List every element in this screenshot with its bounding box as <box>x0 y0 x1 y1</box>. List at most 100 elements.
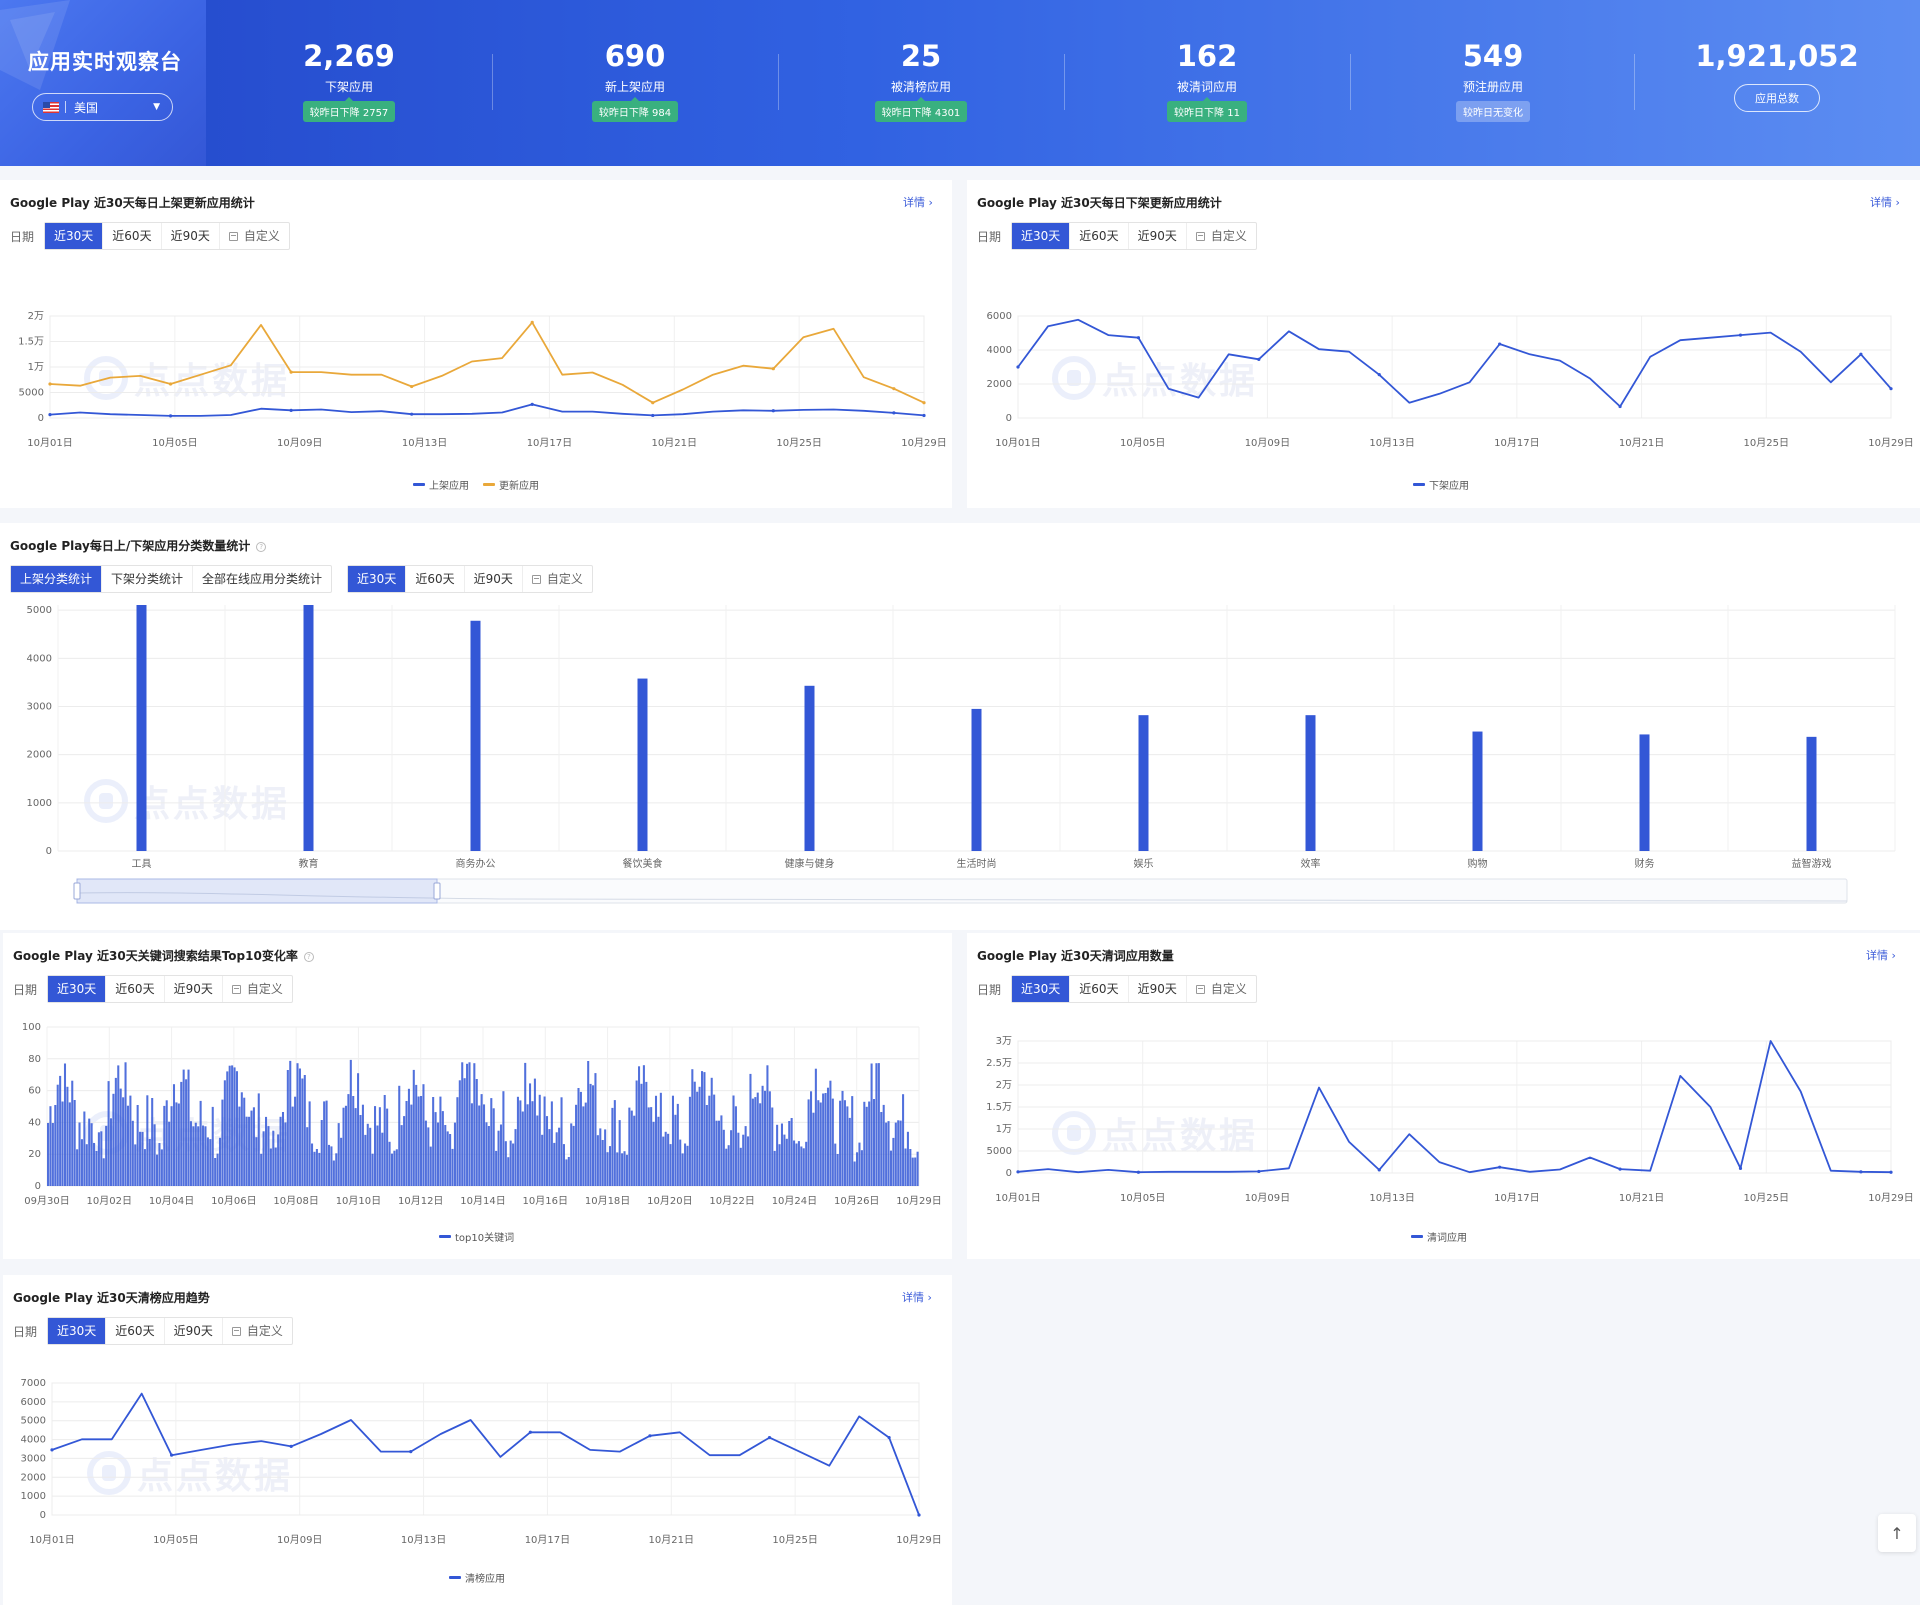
zoom-handle-left[interactable] <box>73 882 81 900</box>
category-tab[interactable]: 上架分类统计 <box>11 566 103 592</box>
stat-card: 690 新上架应用 较昨日下降 984 <box>492 38 778 122</box>
bar <box>785 1138 788 1186</box>
bar <box>480 1094 483 1186</box>
bar <box>671 1095 674 1186</box>
range-option[interactable]: 近30天 <box>48 1318 107 1344</box>
bar[interactable] <box>637 678 648 851</box>
bar[interactable] <box>1305 715 1316 851</box>
bar <box>734 1106 737 1186</box>
bar <box>112 1093 115 1186</box>
back-to-top-button[interactable]: ↑ <box>1878 1514 1916 1552</box>
total-apps-button[interactable]: 应用总数 <box>1734 84 1820 112</box>
detail-link[interactable]: 详情 › <box>1870 196 1900 209</box>
custom-range-button[interactable]: 自定义 <box>223 976 292 1002</box>
card-keyword-clear: Google Play 近30天清词应用数量 详情 › 日期 近30天 近60天近… <box>967 933 1920 1259</box>
help-icon[interactable]: ? <box>256 542 267 552</box>
range-option[interactable]: 近30天 <box>48 976 107 1002</box>
range-option[interactable]: 近60天 <box>406 566 465 592</box>
range-option[interactable]: 近90天 <box>165 976 223 1002</box>
detail-link[interactable]: 详情 › <box>903 196 933 209</box>
bar <box>909 1149 912 1186</box>
bar <box>628 1107 631 1186</box>
series-line <box>49 403 925 417</box>
bar <box>54 1105 57 1186</box>
stat-value: 2,269 <box>303 39 395 73</box>
range-option[interactable]: 近60天 <box>106 1318 165 1344</box>
data-point <box>1016 1170 1020 1174</box>
bar <box>509 1140 512 1186</box>
bar <box>836 1154 839 1186</box>
range-option[interactable]: 近90天 <box>1129 223 1187 249</box>
bar <box>618 1120 621 1186</box>
x-tick-label: 10月13日 <box>401 1534 446 1546</box>
detail-link[interactable]: 详情 › <box>1866 949 1896 962</box>
custom-range-button[interactable]: 自定义 <box>220 223 289 249</box>
range-option[interactable]: 近60天 <box>103 223 162 249</box>
range-option[interactable]: 近90天 <box>1129 976 1187 1002</box>
bar <box>638 1066 641 1186</box>
bar <box>269 1148 272 1186</box>
custom-range-button[interactable]: 自定义 <box>1187 976 1256 1002</box>
help-icon[interactable]: ? <box>303 952 314 962</box>
y-tick-label: 40 <box>28 1117 41 1128</box>
range-option[interactable]: 近90天 <box>162 223 220 249</box>
legend-item[interactable]: 上架应用 <box>413 477 469 492</box>
bar <box>814 1068 817 1186</box>
bar <box>122 1097 125 1186</box>
detail-link[interactable]: 详情 › <box>902 1291 932 1304</box>
zoom-slider-window[interactable] <box>76 878 438 904</box>
range-option[interactable]: 近90天 <box>465 566 523 592</box>
bar[interactable] <box>1138 715 1149 851</box>
range-option[interactable]: 近30天 <box>1012 976 1071 1002</box>
bar <box>250 1110 253 1186</box>
card-listing-update: Google Play 近30天每日上架更新应用统计 详情 › 日期 近30天近… <box>0 180 952 508</box>
bar <box>223 1080 226 1186</box>
custom-range-button[interactable]: 自定义 <box>523 566 592 592</box>
series-line <box>49 321 925 404</box>
bar <box>872 1099 876 1186</box>
bar[interactable] <box>136 605 147 851</box>
region-select[interactable]: 美国 ▼ <box>32 93 173 121</box>
bar <box>659 1092 662 1186</box>
range-option[interactable]: 近60天 <box>1070 223 1129 249</box>
zoom-handle-right[interactable] <box>433 882 441 900</box>
bar[interactable] <box>1806 736 1817 851</box>
category-tab[interactable]: 全部在线应用分类统计 <box>202 572 323 586</box>
bar <box>344 1105 347 1186</box>
legend-item[interactable]: 清词应用 <box>1411 1229 1467 1244</box>
brand-logo-icon <box>0 0 70 90</box>
range-option[interactable]: 近90天 <box>165 1318 223 1344</box>
custom-range-button[interactable]: 自定义 <box>223 1318 292 1344</box>
bar <box>478 1105 481 1186</box>
legend-item[interactable]: top10关键词 <box>439 1229 514 1244</box>
range-option[interactable]: 近30天 <box>1012 223 1071 249</box>
bar[interactable] <box>1472 731 1483 851</box>
range-option[interactable]: 近30天 <box>348 566 407 592</box>
legend-item[interactable]: 清榜应用 <box>449 1570 505 1585</box>
legend-item[interactable]: 下架应用 <box>1413 477 1469 492</box>
bar[interactable] <box>470 620 481 851</box>
bar[interactable] <box>804 685 815 851</box>
y-tick-label: 20 <box>28 1149 41 1160</box>
bar[interactable] <box>971 708 982 851</box>
custom-range-button[interactable]: 自定义 <box>1187 223 1256 249</box>
data-point <box>892 411 896 415</box>
bar <box>327 1144 331 1186</box>
legend-item[interactable]: 更新应用 <box>483 477 539 492</box>
bar <box>71 1080 74 1186</box>
x-tick-label: 10月21日 <box>652 437 697 449</box>
bar <box>265 1116 268 1186</box>
bar <box>570 1123 573 1186</box>
bar[interactable] <box>1639 734 1650 851</box>
bar[interactable] <box>303 605 314 851</box>
range-option[interactable]: 近60天 <box>106 976 165 1002</box>
category-tab[interactable]: 下架分类统计 <box>102 566 194 592</box>
x-tick-label: 10月09日 <box>1245 437 1290 449</box>
bar <box>323 1101 326 1186</box>
bar <box>294 1096 297 1186</box>
bar <box>783 1134 786 1186</box>
range-option[interactable]: 近30天 <box>45 223 104 249</box>
bar <box>499 1124 503 1186</box>
bar <box>66 1086 69 1186</box>
range-option[interactable]: 近60天 <box>1070 976 1129 1002</box>
